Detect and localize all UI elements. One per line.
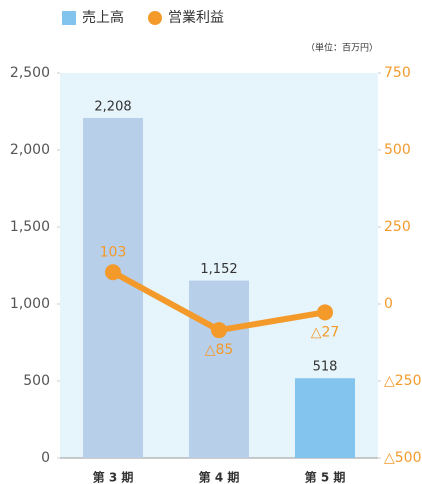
legend-swatch	[62, 11, 76, 25]
y2-tick-label: 250	[384, 219, 411, 235]
bar	[189, 280, 249, 458]
bar	[295, 378, 355, 458]
line-point	[317, 304, 333, 321]
bar-value-label: 2,208	[94, 99, 131, 114]
y-tick-label: 1,500	[10, 219, 50, 235]
line-point	[211, 322, 227, 339]
y2-tick-label: 0	[384, 296, 393, 312]
y2-tick-label: △250	[384, 373, 422, 389]
legend-label: 売上高	[82, 9, 124, 26]
y-tick-label: 1,000	[10, 296, 50, 312]
x-tick-label: 第 5 期	[305, 470, 346, 484]
x-tick-label: 第 4 期	[199, 470, 240, 484]
line-value-label: △85	[205, 342, 234, 358]
line-value-label: 103	[100, 244, 127, 260]
line-point	[105, 264, 121, 281]
bar-value-label: 518	[313, 360, 338, 375]
line-value-label: △27	[311, 324, 340, 340]
y2-tick-label: 750	[384, 65, 411, 81]
y-tick-label: 2,500	[10, 65, 50, 81]
y-tick-label: 0	[41, 450, 50, 466]
x-tick-label: 第 3 期	[93, 470, 134, 484]
y2-tick-label: 500	[384, 142, 411, 158]
unit-note: （単位：百万円）	[306, 42, 378, 54]
y2-tick-label: △500	[384, 450, 422, 466]
y-tick-label: 500	[23, 373, 50, 389]
y-tick-label: 2,000	[10, 142, 50, 158]
bar	[83, 117, 143, 458]
legend-label: 営業利益	[168, 10, 224, 26]
legend-swatch	[148, 11, 162, 25]
bar-value-label: 1,152	[200, 262, 237, 277]
